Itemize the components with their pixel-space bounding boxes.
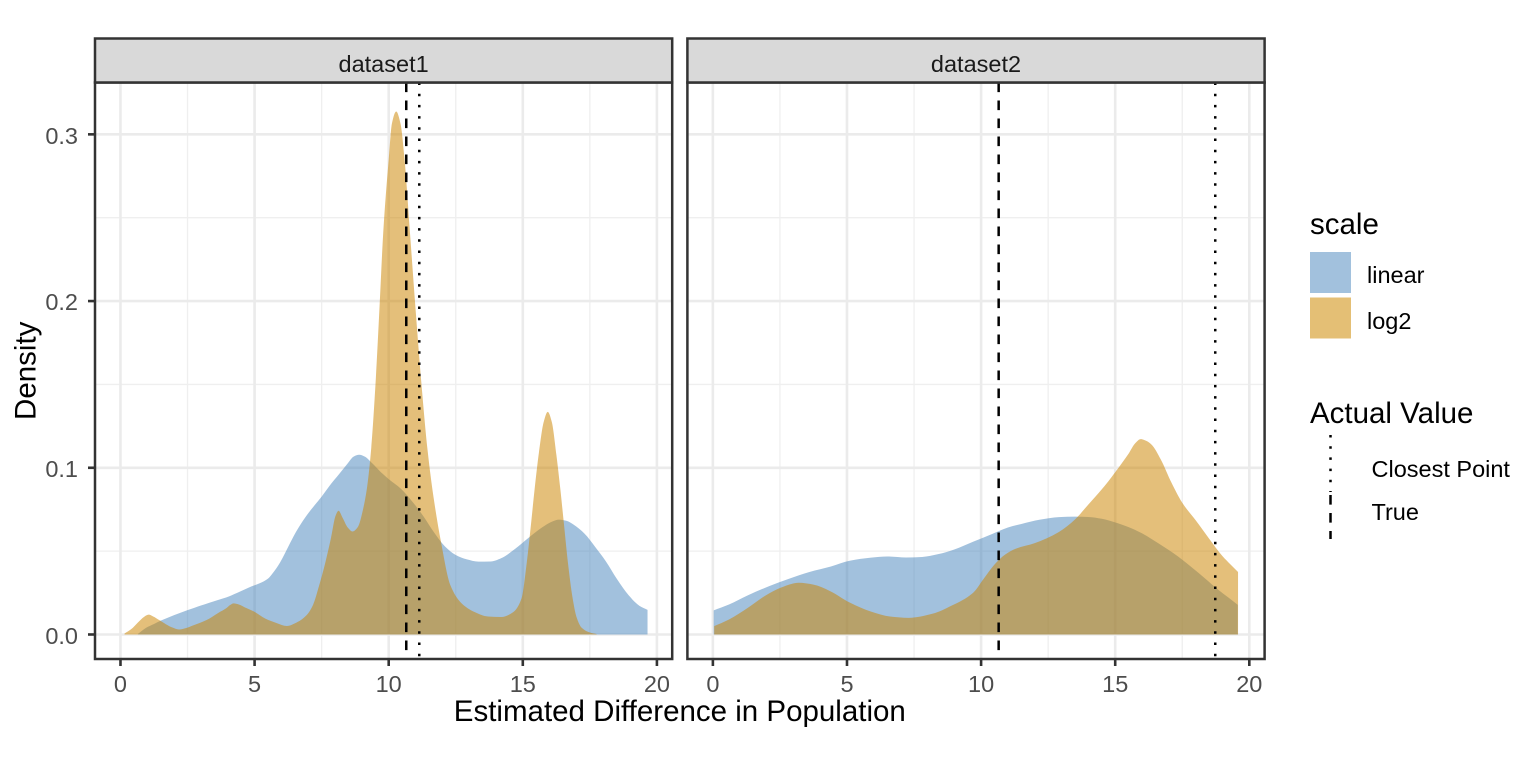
x-tick-label: 10: [375, 670, 402, 697]
facet-strip-label: dataset1: [338, 51, 429, 77]
x-tick-label: 5: [248, 670, 262, 697]
legend-swatch-linear: [1310, 252, 1351, 293]
panel-dataset2: [686, 37, 1266, 666]
x-tick-label: 20: [643, 670, 670, 697]
x-tick-label: 0: [706, 670, 720, 697]
y-axis-title: Density: [9, 321, 43, 420]
facet-strip-label: dataset2: [930, 51, 1022, 77]
panel-dataset1: [93, 37, 674, 666]
density-area-log2: [714, 439, 1239, 635]
x-tick-label: 10: [968, 670, 995, 697]
y-tick-label: 0.0: [45, 622, 78, 649]
y-tick-label: 0.1: [45, 455, 78, 482]
x-tick-label: 20: [1236, 670, 1263, 697]
x-tick-label: 15: [1102, 670, 1129, 697]
x-tick-label: 15: [509, 670, 536, 697]
x-axis-title: Estimated Difference in Population: [453, 695, 906, 728]
facet-strip: [686, 37, 1266, 84]
facet-strip: [93, 37, 674, 84]
y-tick-label: 0.2: [45, 289, 78, 316]
legend-label-closest-point: Closest Point: [1371, 455, 1510, 482]
density-area-log2: [124, 111, 597, 635]
legend-label-linear: linear: [1367, 262, 1425, 288]
x-tick-label: 0: [113, 670, 128, 697]
x-tick-label: 5: [840, 670, 854, 697]
legend-label-true: True: [1371, 499, 1419, 525]
y-tick-label: 0.3: [45, 122, 78, 149]
legend-label-log2: log2: [1367, 307, 1412, 334]
legend-swatch-log2: [1310, 297, 1351, 339]
legend-title-scale: scale: [1310, 208, 1379, 241]
legend-title-actual-value: Actual Value: [1310, 396, 1474, 430]
